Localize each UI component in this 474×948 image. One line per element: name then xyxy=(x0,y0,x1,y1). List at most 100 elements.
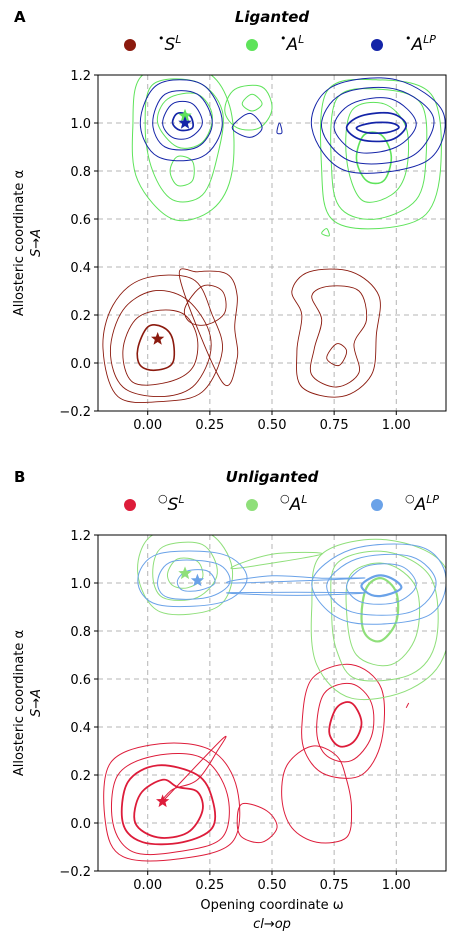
legend-label: •AL xyxy=(280,32,304,55)
y-tick-label: 0.2 xyxy=(70,769,91,784)
series-a-l xyxy=(131,75,442,237)
y-tick-label: 0.2 xyxy=(70,309,91,324)
contour-line xyxy=(326,343,348,367)
contour-line xyxy=(346,563,417,605)
contour-line xyxy=(316,682,375,763)
x-tick-label: 0.25 xyxy=(195,418,224,433)
plot-frame xyxy=(97,534,447,872)
series-a-l xyxy=(137,535,446,701)
legend-label: •ALP xyxy=(405,32,436,55)
x-axis-label: Opening coordinate ω xyxy=(200,898,343,913)
contour-line xyxy=(226,575,366,584)
contour-line xyxy=(109,289,212,398)
contour-line xyxy=(226,591,366,596)
contour-line xyxy=(133,778,204,839)
contour-line xyxy=(152,90,213,151)
contour-line xyxy=(171,112,194,132)
y-tick-label: 1.2 xyxy=(70,529,91,544)
series-s-l xyxy=(103,663,410,862)
y-tick-label: 0.4 xyxy=(70,261,91,276)
contour-line xyxy=(103,742,241,862)
contour-line xyxy=(321,86,435,165)
contour-line xyxy=(333,97,417,154)
legend-label: •SL xyxy=(158,32,181,55)
y-axis-sublabel: S→A xyxy=(29,689,44,717)
mode-star-marker xyxy=(178,566,192,580)
contour-line xyxy=(169,155,195,187)
contour-line xyxy=(311,543,446,625)
legend-marker xyxy=(124,39,136,51)
contour-line xyxy=(111,753,230,856)
contour-line xyxy=(345,111,408,143)
mode-star-marker xyxy=(151,332,165,345)
x-tick-label: 0.00 xyxy=(133,878,162,893)
contour-line xyxy=(310,538,446,701)
x-tick-label: 0.00 xyxy=(133,418,162,433)
grid xyxy=(98,535,446,871)
contour-line xyxy=(131,75,235,222)
legend-label: ○ALP xyxy=(405,492,439,515)
y-tick-label: 0.0 xyxy=(70,817,91,832)
mode-star-marker xyxy=(178,116,192,129)
panel-letter: B xyxy=(14,468,25,486)
contour-line xyxy=(241,93,263,112)
x-axis-sublabel: cl→op xyxy=(253,917,291,932)
contours xyxy=(103,535,446,862)
contour-line xyxy=(345,101,410,203)
y-axis-label: Allosteric coordinate α xyxy=(12,630,27,776)
x-tick-label: 0.50 xyxy=(258,418,287,433)
contour-line xyxy=(102,274,223,404)
x-tick-label: 0.75 xyxy=(320,418,349,433)
legend-marker xyxy=(124,499,136,511)
y-tick-label: 0.6 xyxy=(70,213,91,228)
contour-line xyxy=(224,84,273,131)
contour-line xyxy=(355,131,393,185)
mode-star-marker xyxy=(156,794,170,808)
legend-marker xyxy=(371,499,383,511)
contour-line xyxy=(330,550,439,682)
contours xyxy=(102,75,446,404)
contour-line xyxy=(309,285,368,388)
panel-a: A Liganted •SL •AL •ALP 0.00 0.25 0.50 0.75 1.00 −… xyxy=(12,8,447,433)
contour-line xyxy=(230,551,323,570)
contour-line xyxy=(326,553,437,616)
contour-line xyxy=(236,802,278,844)
y-tick-label: −0.2 xyxy=(59,865,91,880)
y-tick-label: 1.0 xyxy=(70,117,91,132)
y-tick-label: 0.4 xyxy=(70,721,91,736)
contour-line xyxy=(183,284,227,326)
y-axis-label: Allosteric coordinate α xyxy=(12,170,27,316)
series-s-l xyxy=(102,268,381,404)
contour-line xyxy=(291,268,381,398)
series-a-lp xyxy=(139,77,446,174)
contour-line xyxy=(156,92,213,149)
legend-marker xyxy=(246,39,258,51)
contour-line xyxy=(355,121,400,135)
contour-line xyxy=(231,112,263,138)
grid xyxy=(98,75,446,411)
x-tick-label: 1.00 xyxy=(382,418,411,433)
contour-line xyxy=(176,569,216,592)
contour-line xyxy=(144,78,224,203)
y-tick-label: 0.8 xyxy=(70,165,91,180)
y-tick-label: −0.2 xyxy=(59,405,91,420)
contour-line xyxy=(162,100,203,140)
contour-line xyxy=(139,79,223,162)
x-tick-label: 1.00 xyxy=(382,878,411,893)
y-tick-label: 1.0 xyxy=(70,577,91,592)
legend-marker xyxy=(246,499,258,511)
contour-line xyxy=(276,122,283,135)
mode-star-marker xyxy=(190,573,205,587)
legend-label: ○AL xyxy=(280,492,307,515)
contour-line xyxy=(345,562,421,667)
x-tick-label: 0.50 xyxy=(258,878,287,893)
contour-line xyxy=(360,574,403,598)
y-tick-label: 0.6 xyxy=(70,673,91,688)
contour-line xyxy=(120,764,217,846)
plot-frame xyxy=(97,74,447,412)
x-tick-label: 0.75 xyxy=(320,878,349,893)
contour-line xyxy=(321,228,330,237)
panel-b: B Unliganted ○SL ○AL ○ALP 0.00 0.25 0.50 0.75 1.0… xyxy=(12,468,447,932)
panel-title: Unliganted xyxy=(226,468,319,486)
y-axis-sublabel: S→A xyxy=(29,229,44,257)
